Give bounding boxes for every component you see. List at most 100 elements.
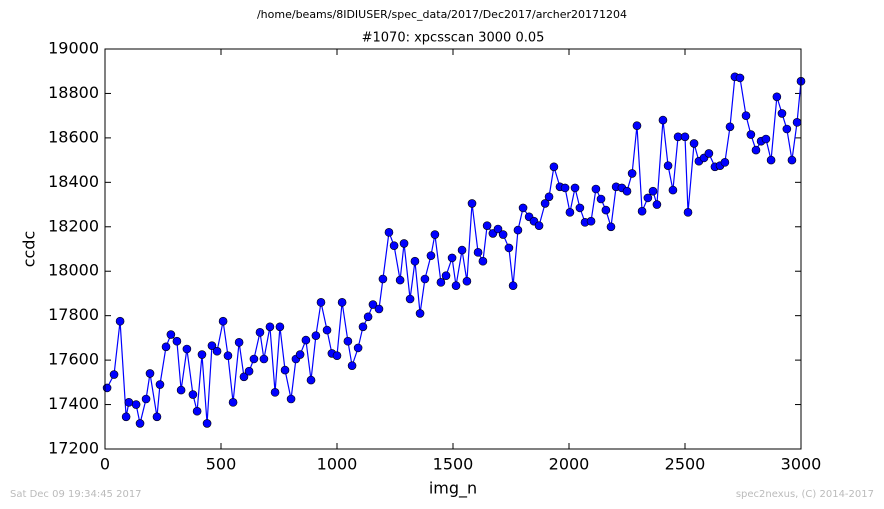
data-point [777,109,787,118]
x-tick-label: 2500 [665,455,706,474]
data-point [544,192,554,202]
data-point [462,276,472,286]
data-point [176,385,186,395]
data-point [606,222,616,232]
data-point [374,304,384,314]
data-point [761,134,771,144]
data-point [420,274,430,284]
data-point [518,203,528,213]
data-point [301,335,311,345]
data-point [363,312,373,322]
y-axis-label: ccdc [20,231,39,268]
data-point [513,225,523,235]
data-point [447,253,457,263]
data-point [504,243,514,253]
data-point [353,343,363,353]
data-point [197,350,207,359]
data-point [648,186,658,196]
data-point [668,185,678,195]
data-point [275,322,285,332]
data-point [295,350,305,359]
data-point [124,398,134,407]
data-point [306,375,316,385]
data-point [746,130,756,139]
data-point [637,206,647,216]
data-point [498,230,508,239]
data-point [405,294,415,304]
data-point [792,118,802,127]
data-point [632,121,642,130]
footer-right: spec2nexus, (C) 2014-2017 [736,489,874,500]
y-tick-label: 18200 [48,216,99,235]
y-tick-label: 17800 [48,305,99,324]
data-point [570,183,580,193]
data-point [704,149,714,158]
data-point [192,406,202,416]
data-point [493,224,503,234]
data-point [627,169,637,178]
data-point [322,325,332,335]
data-point [389,241,399,250]
data-point [239,372,249,382]
data-point [395,275,405,285]
data-point [683,208,693,217]
data-point [720,158,730,167]
data-point [131,400,141,409]
data-point [436,278,446,287]
data-point [596,194,606,204]
x-tick-label: 500 [206,455,237,474]
data-point [540,199,550,208]
data-point [358,322,368,332]
y-tick-label: 18000 [48,261,99,280]
data-point [286,394,296,404]
data-point [426,251,436,260]
data-point [378,274,388,284]
data-point [265,322,275,332]
data-point [347,361,357,370]
data-point [478,256,488,266]
data-point [172,336,182,346]
data-point [467,199,477,208]
data-point [161,342,171,352]
data-point [473,248,483,257]
data-point [586,216,596,226]
data-point [741,111,751,120]
data-point [255,328,265,337]
data-point [430,230,440,239]
data-point [441,271,451,280]
data-point [560,183,570,193]
data-point [643,193,653,203]
data-point [343,336,353,346]
plot-frame [104,48,802,450]
data-point [549,162,559,172]
data-point [166,330,176,339]
data-point [135,419,145,428]
chart-title: #1070: xpcsscan 3000 0.05 [362,31,545,46]
data-point [234,338,244,347]
data-point [155,380,165,389]
data-point [725,122,735,132]
data-point [663,161,673,170]
supertitle: /home/beams/8IDIUSER/spec_data/2017/Dec2… [257,8,627,21]
x-tick-label: 2000 [549,455,590,474]
data-point [534,221,544,230]
x-tick-label: 1000 [317,455,358,474]
data-point [270,388,280,397]
data-point [228,398,238,407]
data-point [399,239,409,248]
data-point [188,390,198,399]
data-point [457,245,467,255]
x-axis-label: img_n [429,479,477,499]
data-point [145,369,155,378]
data-point [212,346,222,356]
y-tick-label: 18400 [48,172,99,191]
data-point [451,281,461,290]
data-point [218,316,228,326]
data-point [751,145,761,155]
series-line [106,76,802,424]
data-point [316,298,326,307]
data-point [244,366,254,376]
data-point [565,208,575,217]
data-point [772,92,782,102]
x-tick-label: 1500 [433,455,474,474]
